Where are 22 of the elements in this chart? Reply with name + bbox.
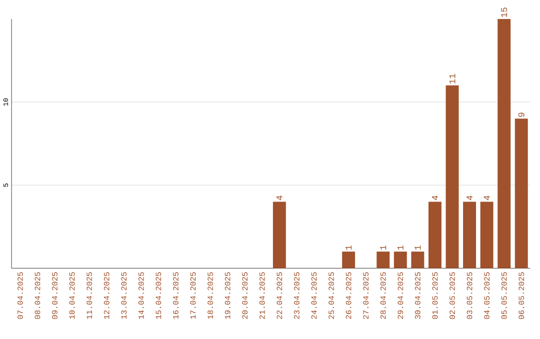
bar (342, 252, 356, 268)
data-label: 4 (484, 196, 490, 200)
bar (480, 202, 494, 268)
bar (463, 202, 476, 268)
data-label: 1 (414, 245, 421, 250)
bar (376, 252, 390, 268)
data-label: 11 (449, 74, 456, 84)
bar (428, 202, 442, 268)
data-label: 9 (518, 112, 524, 117)
data-label: 4 (276, 196, 282, 200)
bar (272, 202, 286, 268)
bar (498, 18, 511, 268)
data-label: 1 (380, 245, 386, 250)
data-label: 1 (397, 245, 404, 250)
data-label: 1 (346, 245, 352, 250)
data-label: 4 (432, 196, 438, 200)
bar (446, 85, 459, 268)
data-label: 4 (466, 196, 472, 200)
bar (411, 252, 424, 268)
data-label: 15 (501, 8, 508, 18)
bar (514, 118, 528, 268)
bar (394, 252, 407, 268)
